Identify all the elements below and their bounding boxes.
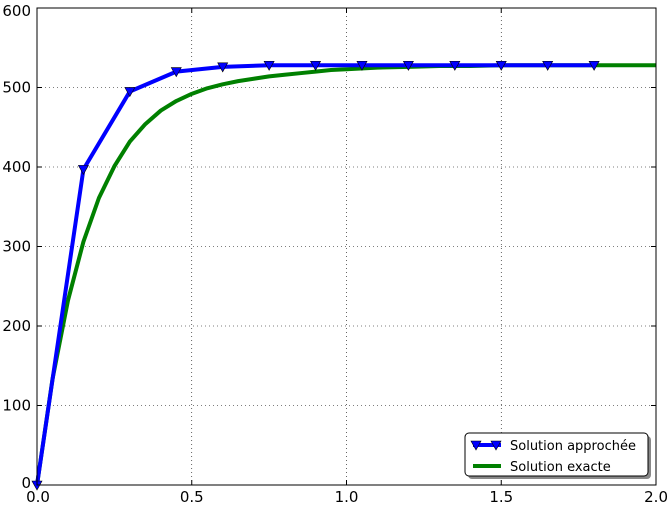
y-tick-label: 200 [2,317,31,335]
y-tick-label: 100 [2,397,31,415]
x-tick-label: 1.0 [335,488,359,505]
data-point-marker [170,67,182,78]
legend-marker [470,440,482,451]
data-point-marker [449,60,461,71]
x-tick-label: 0.5 [180,488,204,505]
legend-box [464,432,649,477]
series-layer [31,60,656,491]
y-tick-label: 400 [2,158,31,176]
legend-label: Solution approchée [510,439,636,454]
grid-lines [37,8,656,485]
data-point-marker [402,60,414,71]
data-point-marker [217,62,229,73]
series-line-0 [35,63,595,486]
x-tick-label: 0.0 [26,488,50,505]
data-point-marker [356,60,368,71]
legend: Solution approchée Solution exacte [464,432,651,479]
data-point-marker [310,60,322,71]
legend-label: Solution exacte [510,460,611,475]
data-point-marker [542,60,554,71]
y-tick-label: 600 [2,2,31,20]
data-point-marker [588,60,600,71]
x-tick-label: 1.5 [489,488,513,505]
x-tick-label: 2.0 [644,488,668,505]
legend-marker [490,440,502,451]
y-tick-label: 500 [2,79,31,97]
data-point-marker [124,87,136,98]
data-point-marker [495,60,507,71]
y-tick-label: 0 [21,474,31,492]
data-point-marker [77,165,89,176]
y-tick-label: 300 [2,238,31,256]
data-point-marker [263,60,275,71]
